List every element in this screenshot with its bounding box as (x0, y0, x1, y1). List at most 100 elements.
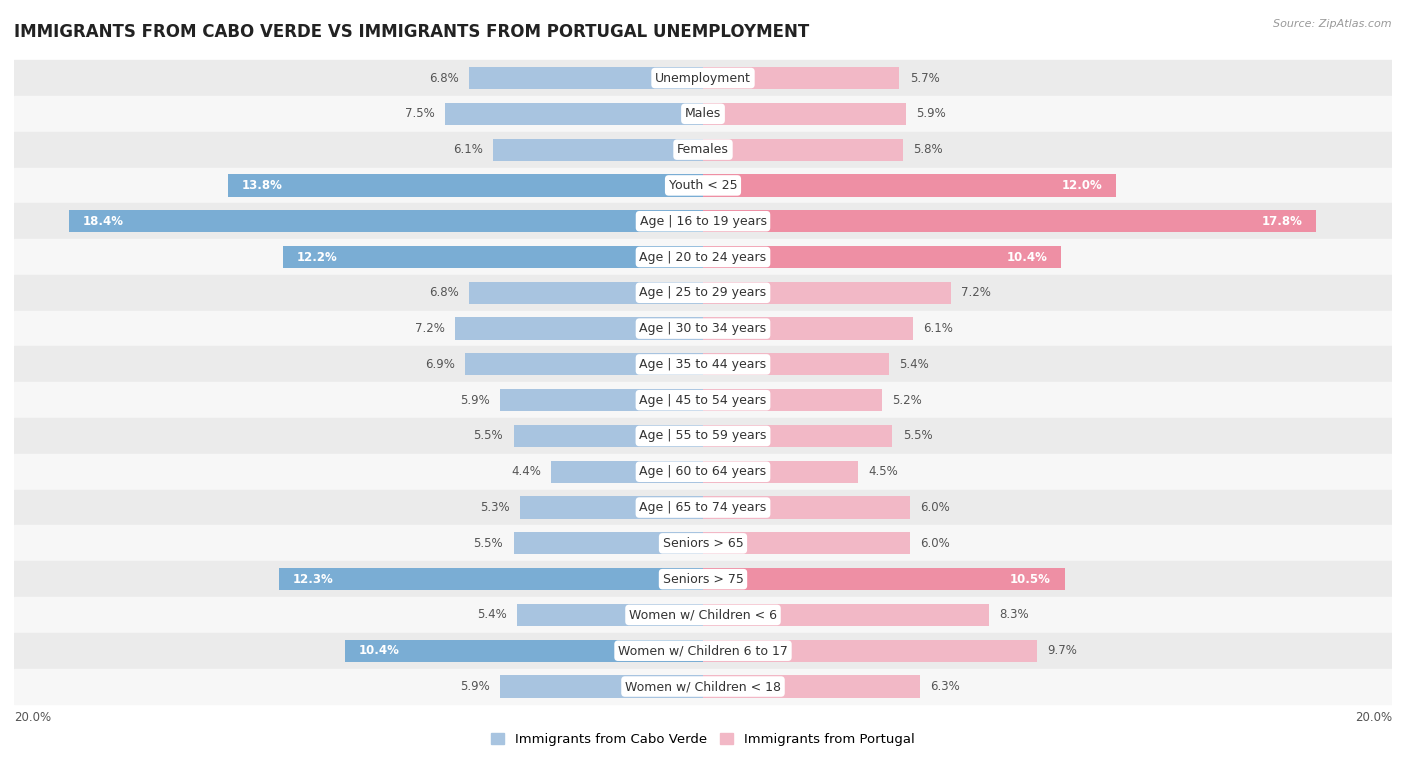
Bar (14, 310, 1392, 347)
Bar (499, 389, 703, 411)
Bar (703, 210, 1316, 232)
Bar (14, 382, 1392, 418)
Bar (703, 354, 889, 375)
Text: Males: Males (685, 107, 721, 120)
Text: 9.7%: 9.7% (1047, 644, 1077, 657)
Text: 5.9%: 5.9% (917, 107, 946, 120)
Bar (14, 490, 1392, 525)
Text: Seniors > 65: Seniors > 65 (662, 537, 744, 550)
Bar (14, 239, 1392, 275)
Text: 7.5%: 7.5% (405, 107, 434, 120)
Bar (14, 204, 1392, 239)
Text: 5.8%: 5.8% (912, 143, 943, 156)
Text: Age | 25 to 29 years: Age | 25 to 29 years (640, 286, 766, 299)
Text: Seniors > 75: Seniors > 75 (662, 572, 744, 586)
Bar (14, 561, 1392, 597)
Bar (283, 246, 703, 268)
Bar (14, 96, 1392, 132)
Text: 17.8%: 17.8% (1261, 215, 1302, 228)
Text: 5.5%: 5.5% (474, 537, 503, 550)
Bar (344, 640, 703, 662)
Bar (14, 347, 1392, 382)
Bar (703, 282, 950, 304)
Text: Age | 35 to 44 years: Age | 35 to 44 years (640, 358, 766, 371)
Bar (228, 174, 703, 197)
Text: 5.2%: 5.2% (893, 394, 922, 407)
Text: 5.7%: 5.7% (910, 72, 939, 85)
Text: 6.1%: 6.1% (924, 322, 953, 335)
Text: Females: Females (678, 143, 728, 156)
Bar (444, 103, 703, 125)
Text: 5.5%: 5.5% (903, 429, 932, 443)
Bar (14, 275, 1392, 310)
Bar (703, 246, 1062, 268)
Text: 10.4%: 10.4% (359, 644, 399, 657)
Bar (14, 668, 1392, 705)
Text: 6.0%: 6.0% (920, 537, 950, 550)
Text: 12.3%: 12.3% (292, 572, 333, 586)
Bar (14, 167, 1392, 204)
Bar (703, 461, 858, 483)
Text: Age | 55 to 59 years: Age | 55 to 59 years (640, 429, 766, 443)
Text: IMMIGRANTS FROM CABO VERDE VS IMMIGRANTS FROM PORTUGAL UNEMPLOYMENT: IMMIGRANTS FROM CABO VERDE VS IMMIGRANTS… (14, 23, 810, 41)
Bar (513, 532, 703, 554)
Text: 6.8%: 6.8% (429, 72, 458, 85)
Bar (703, 604, 988, 626)
Text: 4.5%: 4.5% (869, 466, 898, 478)
Text: 5.5%: 5.5% (474, 429, 503, 443)
Text: 6.9%: 6.9% (425, 358, 456, 371)
Bar (14, 633, 1392, 668)
Text: 18.4%: 18.4% (83, 215, 124, 228)
Bar (551, 461, 703, 483)
Bar (703, 317, 912, 340)
Text: 4.4%: 4.4% (512, 466, 541, 478)
Text: 6.0%: 6.0% (920, 501, 950, 514)
Bar (14, 525, 1392, 561)
Text: Age | 30 to 34 years: Age | 30 to 34 years (640, 322, 766, 335)
Text: 7.2%: 7.2% (415, 322, 444, 335)
Bar (494, 139, 703, 160)
Bar (465, 354, 703, 375)
Bar (499, 675, 703, 698)
Text: Age | 65 to 74 years: Age | 65 to 74 years (640, 501, 766, 514)
Bar (703, 67, 900, 89)
Bar (520, 497, 703, 519)
Bar (703, 532, 910, 554)
Bar (703, 389, 882, 411)
Bar (468, 67, 703, 89)
Bar (703, 497, 910, 519)
Bar (513, 425, 703, 447)
Text: 6.1%: 6.1% (453, 143, 482, 156)
Bar (14, 132, 1392, 167)
Text: 12.0%: 12.0% (1062, 179, 1102, 192)
Text: Age | 20 to 24 years: Age | 20 to 24 years (640, 251, 766, 263)
Text: Women w/ Children 6 to 17: Women w/ Children 6 to 17 (619, 644, 787, 657)
Text: Women w/ Children < 6: Women w/ Children < 6 (628, 609, 778, 621)
Bar (14, 418, 1392, 454)
Bar (280, 568, 703, 590)
Bar (69, 210, 703, 232)
Bar (14, 60, 1392, 96)
Text: 6.3%: 6.3% (931, 680, 960, 693)
Text: Age | 16 to 19 years: Age | 16 to 19 years (640, 215, 766, 228)
Text: 5.3%: 5.3% (481, 501, 510, 514)
Text: 8.3%: 8.3% (1000, 609, 1029, 621)
Bar (703, 568, 1064, 590)
Text: Youth < 25: Youth < 25 (669, 179, 737, 192)
Legend: Immigrants from Cabo Verde, Immigrants from Portugal: Immigrants from Cabo Verde, Immigrants f… (486, 727, 920, 751)
Text: 20.0%: 20.0% (14, 711, 51, 724)
Bar (517, 604, 703, 626)
Bar (703, 675, 920, 698)
Bar (703, 425, 893, 447)
Bar (703, 103, 907, 125)
Bar (14, 454, 1392, 490)
Bar (703, 640, 1038, 662)
Text: Age | 45 to 54 years: Age | 45 to 54 years (640, 394, 766, 407)
Text: Source: ZipAtlas.com: Source: ZipAtlas.com (1274, 19, 1392, 29)
Text: Age | 60 to 64 years: Age | 60 to 64 years (640, 466, 766, 478)
Text: 10.4%: 10.4% (1007, 251, 1047, 263)
Text: Women w/ Children < 18: Women w/ Children < 18 (626, 680, 780, 693)
Bar (703, 174, 1116, 197)
Text: 5.9%: 5.9% (460, 394, 489, 407)
Text: 12.2%: 12.2% (297, 251, 337, 263)
